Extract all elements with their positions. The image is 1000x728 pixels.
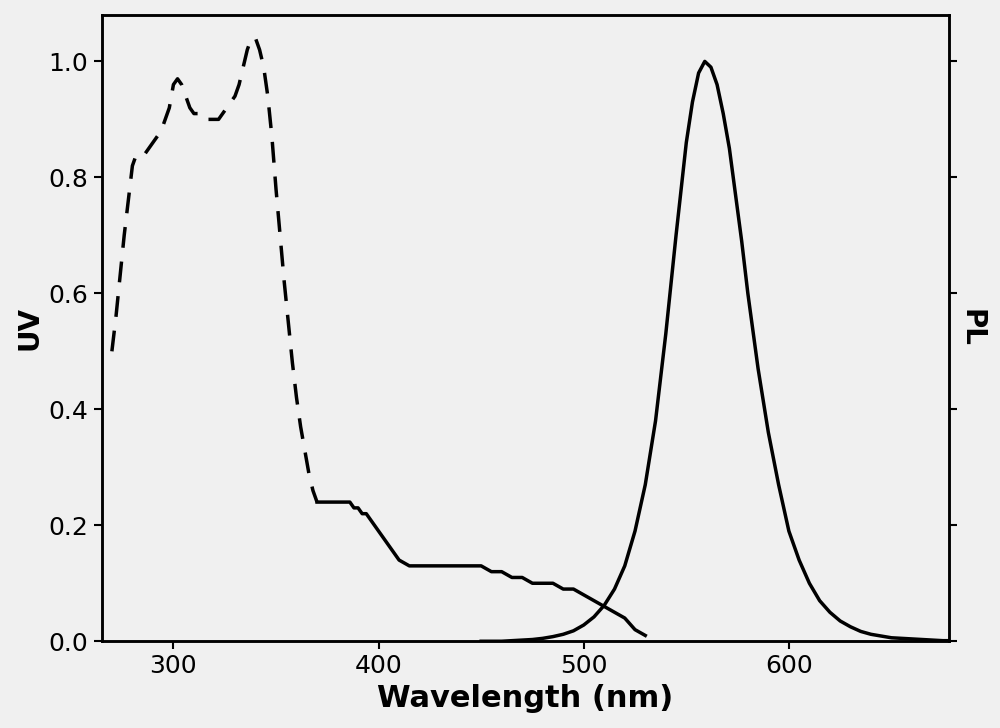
X-axis label: Wavelength (nm): Wavelength (nm) — [377, 684, 673, 713]
Y-axis label: UV: UV — [15, 306, 43, 350]
Y-axis label: PL: PL — [957, 309, 985, 347]
